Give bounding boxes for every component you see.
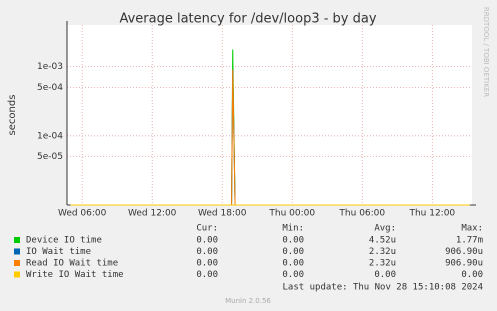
legend-value: 0.00 — [282, 236, 304, 246]
legend-value: 0.00 — [196, 270, 218, 280]
legend-value: 0.00 — [282, 270, 304, 280]
legend-value: 1.77m — [456, 236, 483, 246]
footer: Munin 2.0.56 — [225, 297, 271, 305]
legend-value: 0.00 — [282, 247, 304, 257]
legend-swatch — [14, 248, 20, 255]
legend-header: Avg: — [374, 224, 396, 234]
x-tick-label: Thu 00:00 — [268, 209, 315, 219]
y-tick-label: 5e-04 — [37, 83, 63, 93]
x-tick-label: Wed 06:00 — [58, 209, 107, 219]
legend-value: 906.90u — [445, 259, 483, 269]
legend-swatch — [14, 260, 20, 266]
watermark: RRDTOOL / TOBI OETIKER — [482, 7, 490, 97]
legend-value: 0.00 — [461, 270, 483, 280]
legend-entry: Write IO Wait time — [26, 270, 124, 280]
x-tick-label: Wed 18:00 — [198, 209, 247, 219]
legend-swatch — [14, 237, 20, 243]
legend-entry: Device IO time — [26, 236, 102, 246]
y-tick-label: 1e-03 — [37, 62, 63, 72]
x-tick-label: Thu 12:00 — [408, 209, 455, 219]
legend-header: Max: — [461, 224, 483, 234]
legend-swatch — [14, 271, 20, 278]
x-tick-label: Thu 06:00 — [338, 209, 385, 219]
y-axis-label: seconds — [7, 95, 18, 136]
y-tick-label: 5e-05 — [37, 152, 63, 162]
legend-header: Cur: — [196, 224, 218, 234]
x-tick-label: Wed 12:00 — [128, 209, 177, 219]
legend-entry: IO Wait time — [26, 247, 91, 257]
legend-header: Min: — [282, 224, 304, 234]
legend-entry: Read IO Wait time — [26, 259, 118, 269]
plot-area — [67, 25, 472, 205]
legend-value: 906.90u — [445, 247, 483, 257]
legend-value: 2.32u — [369, 259, 396, 269]
last-update: Last update: Thu Nov 28 15:10:08 2024 — [283, 283, 483, 293]
legend-value: 0.00 — [196, 236, 218, 246]
y-tick-label: 1e-04 — [37, 131, 63, 141]
legend-value: 4.52u — [369, 236, 396, 246]
chart-title: Average latency for /dev/loop3 - by day — [119, 12, 376, 27]
legend-value: 0.00 — [282, 259, 304, 269]
legend-value: 2.32u — [369, 247, 396, 257]
legend-value: 0.00 — [196, 247, 218, 257]
legend-value: 0.00 — [196, 259, 218, 269]
legend-value: 0.00 — [374, 270, 396, 280]
